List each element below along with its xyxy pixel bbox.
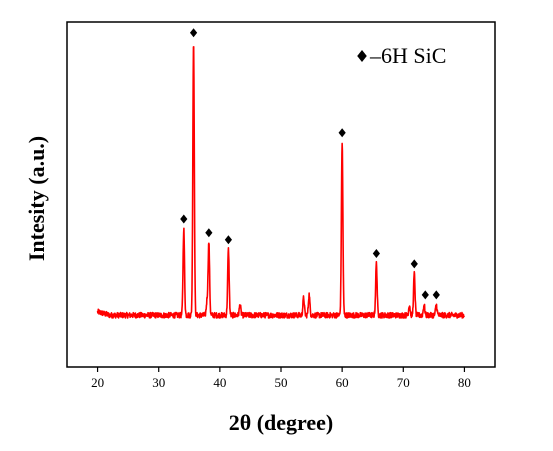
legend-diamond-marker: [357, 50, 367, 62]
peak-diamond-marker: [410, 259, 418, 269]
peak-diamond-marker: [372, 249, 380, 258]
series-line: [96, 46, 466, 319]
legend: –6H SiC: [357, 43, 446, 68]
x-tick-label: 50: [275, 375, 288, 390]
x-tick-label: 30: [152, 375, 165, 390]
peak-diamond-marker: [180, 214, 188, 224]
x-tick-label: 70: [397, 375, 410, 390]
peak-diamond-marker: [224, 235, 233, 245]
peak-diamond-marker: [189, 28, 198, 38]
peak-diamond-marker: [432, 290, 440, 300]
peak-markers: [180, 28, 440, 300]
x-tick-label: 40: [213, 375, 226, 390]
x-tick-label: 20: [91, 375, 104, 390]
peak-diamond-marker: [421, 290, 429, 300]
series-layer: [96, 46, 466, 319]
x-tick-label: 60: [336, 375, 349, 390]
x-axis-ticks: 20 30 40 50 60 70 80: [91, 367, 471, 390]
peak-diamond-marker: [205, 228, 213, 238]
peak-diamond-marker: [338, 128, 346, 138]
y-axis-title: Intesity (a.u.): [24, 136, 49, 261]
x-tick-label: 80: [458, 375, 471, 390]
x-axis-title: 2θ (degree): [229, 410, 334, 435]
legend-label: –6H SiC: [369, 43, 446, 68]
